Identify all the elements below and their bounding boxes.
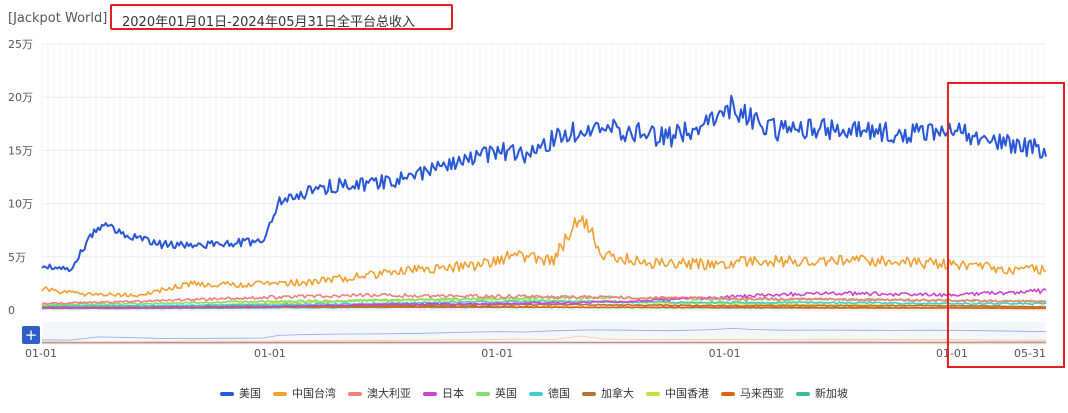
chart-title: 2020年01月01日-2024年05月31日全平台总收入 xyxy=(122,15,416,30)
navigator-series-line xyxy=(41,335,1046,343)
series-line xyxy=(42,288,1047,309)
legend-swatch xyxy=(582,392,596,396)
legend-swatch xyxy=(476,392,490,396)
legend-item[interactable]: 马来西亚 xyxy=(721,385,784,401)
legend-item[interactable]: 德国 xyxy=(529,385,570,401)
y-tick-label: 10万 xyxy=(8,198,33,211)
highlight-range-box xyxy=(946,82,1066,368)
x-tick-label: 01-01 xyxy=(254,347,286,360)
legend-label: 新加坡 xyxy=(815,387,848,400)
navigator-series-line xyxy=(41,327,1047,341)
x-tick-label: 01-01 xyxy=(936,347,968,360)
series-line xyxy=(41,292,1047,306)
legend-swatch xyxy=(423,392,437,396)
legend-label: 英国 xyxy=(495,387,517,400)
y-tick-label: 25万 xyxy=(8,38,33,51)
series-line xyxy=(41,303,1047,308)
legend-swatch xyxy=(796,392,810,396)
navigator-plus-button[interactable]: + xyxy=(22,326,40,344)
legend-label: 中国香港 xyxy=(665,387,709,400)
legend-swatch xyxy=(273,392,287,396)
legend-swatch xyxy=(721,392,735,396)
legend-label: 加拿大 xyxy=(601,387,634,400)
legend-item[interactable]: 美国 xyxy=(220,385,261,401)
legend-swatch xyxy=(646,392,660,396)
y-tick-label: 15万 xyxy=(8,144,33,157)
legend-swatch xyxy=(529,392,543,396)
app-title: [Jackpot World] xyxy=(8,11,108,26)
series-line xyxy=(41,94,1047,273)
legend-item[interactable]: 澳大利亚 xyxy=(348,385,411,401)
legend-item[interactable]: 中国台湾 xyxy=(273,385,336,401)
chart-legend: 美国 中国台湾 澳大利亚 日本 英国 德国 加拿大 中国香港 马来西亚 新加坡 xyxy=(0,385,1068,401)
legend-label: 德国 xyxy=(548,387,570,400)
legend-item[interactable]: 加拿大 xyxy=(582,385,634,401)
legend-label: 马来西亚 xyxy=(740,387,784,400)
x-tick-label: 05-31 xyxy=(1014,347,1046,360)
y-tick-label: 5万 xyxy=(8,251,26,264)
legend-label: 澳大利亚 xyxy=(367,387,411,400)
legend-label: 美国 xyxy=(239,387,261,400)
legend-item[interactable]: 中国香港 xyxy=(646,385,709,401)
y-tick-label: 20万 xyxy=(8,91,33,104)
legend-label: 日本 xyxy=(442,387,464,400)
legend-item[interactable]: 英国 xyxy=(476,385,517,401)
x-tick-label: 01-01 xyxy=(25,347,57,360)
x-tick-label: 01-01 xyxy=(481,347,513,360)
series-line xyxy=(41,215,1047,298)
y-tick-label: 0 xyxy=(8,304,15,317)
title-highlight-box xyxy=(110,4,453,30)
x-tick-label: 01-01 xyxy=(709,347,741,360)
legend-swatch xyxy=(220,392,234,396)
legend-item[interactable]: 新加坡 xyxy=(796,385,848,401)
navigator-series-line xyxy=(41,341,1047,343)
legend-item[interactable]: 日本 xyxy=(423,385,464,401)
legend-swatch xyxy=(348,392,362,396)
legend-label: 中国台湾 xyxy=(292,387,336,400)
series-line xyxy=(41,299,1047,307)
